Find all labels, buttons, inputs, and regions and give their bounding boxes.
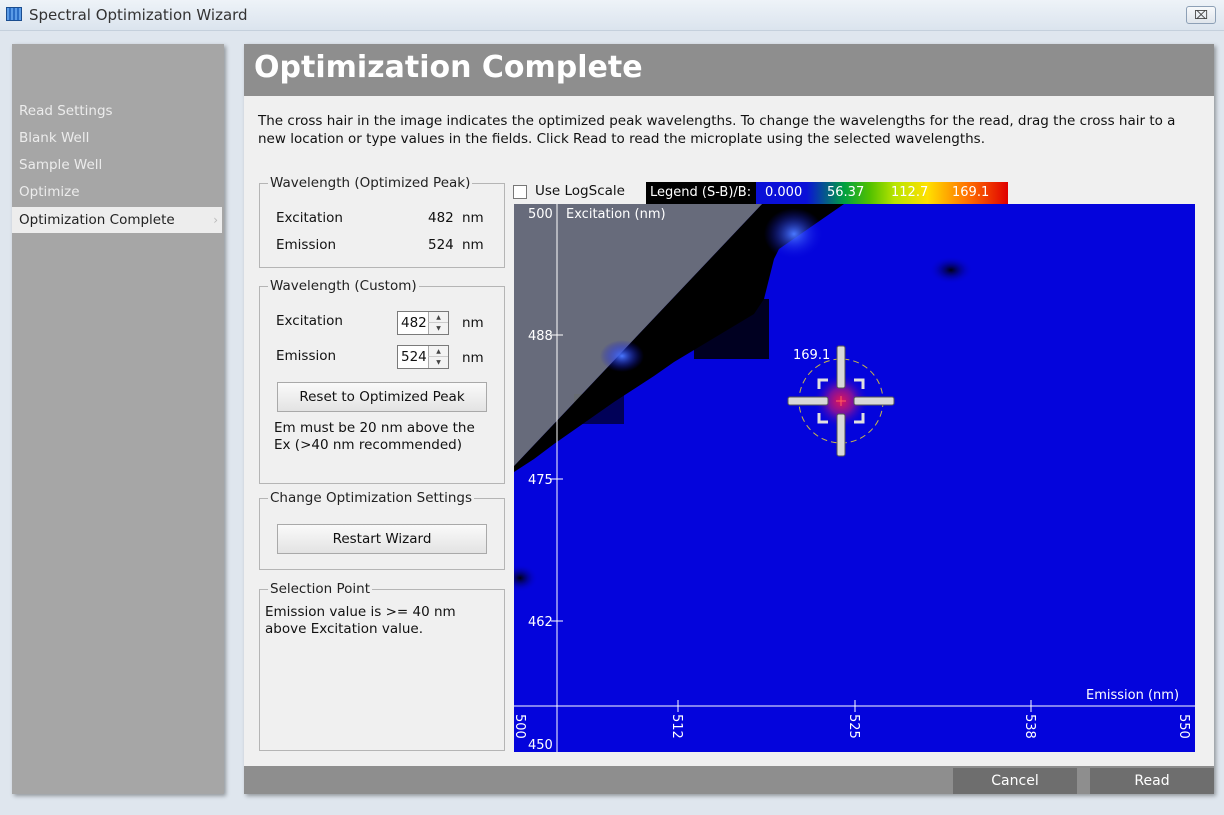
change-settings-group: Change Optimization Settings: [259, 490, 505, 570]
dark-spot: [929, 256, 973, 284]
y-tick-label: 450: [528, 738, 553, 752]
chevron-right-icon: ›: [213, 213, 218, 227]
sidebar-item-blank-well[interactable]: Blank Well: [19, 130, 90, 146]
emission-constraint-note: Em must be 20 nm above the Ex (>40 nm re…: [274, 420, 475, 453]
optimized-excitation-unit: nm: [462, 210, 484, 226]
custom-excitation-unit: nm: [462, 315, 484, 331]
optimized-excitation-value: 482: [428, 210, 454, 226]
optimized-emission-value: 524: [428, 237, 454, 253]
sidebar-item-optimization-complete[interactable]: Optimization Complete ›: [12, 207, 222, 233]
custom-emission-unit: nm: [462, 350, 484, 366]
y-tick-label: 475: [528, 473, 553, 488]
optimized-peak-legend: Wavelength (Optimized Peak): [270, 175, 471, 191]
low-signal-block: [574, 394, 624, 424]
excluded-region: [514, 204, 762, 466]
low-signal-block: [694, 299, 769, 359]
emission-decrement-button[interactable]: ▼: [428, 357, 448, 368]
sidebar-item-optimize[interactable]: Optimize: [19, 184, 80, 200]
log-scale-checkbox[interactable]: [513, 185, 527, 199]
y-axis-label: Excitation (nm): [566, 207, 666, 222]
legend-color-bar: [756, 182, 1008, 204]
y-axis-ticks: [551, 334, 563, 622]
window-title: Spectral Optimization Wizard: [29, 6, 248, 24]
spectral-heatmap[interactable]: Excitation (nm) Emission (nm) 500 488 47…: [514, 204, 1195, 752]
color-legend: Legend (S-B)/B: 0.000 56.37 112.7 169.1: [646, 182, 1008, 204]
excitation-increment-button[interactable]: ▲: [428, 312, 448, 323]
custom-emission-label: Emission: [276, 348, 337, 364]
reset-to-optimized-peak-button[interactable]: Reset to Optimized Peak: [277, 382, 487, 412]
x-tick-label: 550: [1176, 714, 1191, 739]
change-settings-legend: Change Optimization Settings: [270, 490, 472, 506]
peak-value-label: 169.1: [793, 348, 830, 363]
y-tick-label: 500: [528, 207, 553, 222]
crosshair-icon[interactable]: [787, 345, 895, 457]
sidebar-item-read-settings[interactable]: Read Settings: [19, 103, 113, 119]
emission-stepper[interactable]: 524 ▲ ▼: [397, 345, 449, 369]
custom-wavelength-legend: Wavelength (Custom): [270, 278, 417, 294]
legend-tick: 169.1: [952, 185, 990, 200]
cancel-button[interactable]: Cancel: [953, 768, 1077, 794]
log-scale-label: Use LogScale: [535, 183, 625, 199]
emission-increment-button[interactable]: ▲: [428, 346, 448, 357]
title-bar: Spectral Optimization Wizard ⌧: [0, 0, 1224, 31]
hotspot: [764, 208, 824, 260]
custom-excitation-label: Excitation: [276, 313, 343, 329]
page-header: Optimization Complete: [244, 44, 1214, 96]
x-tick-label: 525: [846, 714, 861, 739]
excitation-stepper-value[interactable]: 482: [401, 315, 427, 331]
wizard-steps-sidebar: Read Settings Blank Well Sample Well Opt…: [12, 44, 224, 794]
y-tick-label: 488: [528, 329, 553, 344]
restart-wizard-button[interactable]: Restart Wizard: [277, 524, 487, 554]
x-axis-label: Emission (nm): [1086, 688, 1179, 703]
legend-tick: 112.7: [891, 185, 929, 200]
emission-stepper-value[interactable]: 524: [401, 349, 427, 365]
optimized-emission-label: Emission: [276, 237, 337, 253]
page-title: Optimization Complete: [254, 50, 643, 85]
custom-wavelength-group: Wavelength (Custom): [259, 278, 505, 484]
sidebar-item-sample-well[interactable]: Sample Well: [19, 157, 103, 173]
optimized-emission-unit: nm: [462, 237, 484, 253]
legend-title: Legend (S-B)/B:: [646, 182, 756, 204]
excitation-stepper[interactable]: 482 ▲ ▼: [397, 311, 449, 335]
selection-point-legend: Selection Point: [270, 581, 371, 597]
close-button[interactable]: ⌧: [1186, 6, 1216, 24]
x-tick-label: 500: [514, 714, 527, 739]
instructions-text: The cross hair in the image indicates th…: [258, 113, 1176, 147]
selection-point-text: Emission value is >= 40 nm above Excitat…: [265, 604, 456, 637]
hotspot: [600, 340, 644, 372]
optimized-peak-group: Wavelength (Optimized Peak): [259, 175, 505, 268]
legend-tick: 56.37: [827, 185, 865, 200]
heatmap-canvas[interactable]: Excitation (nm) Emission (nm) 500 488 47…: [514, 204, 1195, 752]
selection-point-group: Selection Point: [259, 581, 505, 751]
excitation-decrement-button[interactable]: ▼: [428, 323, 448, 334]
app-icon: [6, 7, 22, 21]
sidebar-item-label: Optimization Complete: [19, 212, 175, 228]
x-tick-label: 512: [669, 714, 684, 739]
dark-spot: [514, 564, 538, 592]
legend-tick: 0.000: [765, 185, 803, 200]
x-tick-label: 538: [1022, 714, 1037, 739]
y-tick-label: 462: [528, 615, 553, 630]
read-button[interactable]: Read: [1090, 768, 1214, 794]
footer-bar: Cancel Read: [244, 766, 1214, 794]
x-axis-ticks: [677, 700, 1032, 712]
optimized-excitation-label: Excitation: [276, 210, 343, 226]
main-panel: Optimization Complete The cross hair in …: [244, 44, 1214, 794]
